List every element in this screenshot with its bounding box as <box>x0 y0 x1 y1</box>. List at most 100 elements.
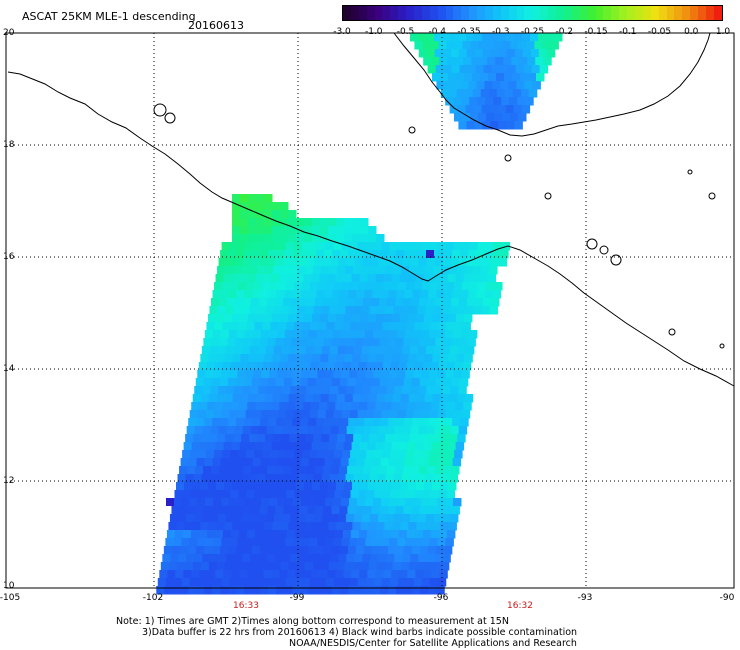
data-cell <box>241 306 250 315</box>
data-cell <box>288 522 297 531</box>
data-cell <box>402 258 412 267</box>
data-cell <box>439 570 448 579</box>
data-cell <box>289 434 298 443</box>
data-cell <box>472 89 482 98</box>
data-cell <box>486 41 495 50</box>
data-cell <box>338 386 347 395</box>
data-cell <box>369 346 379 355</box>
data-cell <box>242 386 251 395</box>
data-cell <box>304 394 314 403</box>
data-cell <box>433 514 443 523</box>
data-cell <box>281 514 291 523</box>
data-cell <box>336 482 345 491</box>
colorbar-swatch <box>437 6 446 20</box>
data-cell <box>240 234 249 243</box>
data-cell <box>453 97 462 106</box>
data-cell <box>157 578 167 587</box>
data-cell <box>165 578 175 587</box>
data-cell <box>332 290 341 299</box>
data-cell <box>282 554 291 563</box>
data-cell <box>422 490 431 499</box>
data-cell <box>487 57 496 66</box>
data-cell <box>277 578 287 587</box>
data-cell <box>407 314 417 323</box>
data-cell <box>225 474 235 483</box>
data-cell <box>516 81 525 90</box>
data-cell <box>274 258 284 267</box>
data-cell <box>175 570 184 579</box>
data-cell <box>484 81 493 90</box>
data-cell <box>220 250 229 259</box>
data-cell <box>408 354 417 363</box>
data-cell <box>454 113 463 122</box>
colorbar <box>342 5 723 21</box>
data-cell <box>201 474 211 483</box>
data-cell <box>246 322 255 331</box>
data-cell <box>479 274 489 283</box>
data-cell <box>350 450 359 459</box>
data-cell <box>318 490 327 499</box>
data-cell <box>489 266 498 275</box>
data-cell <box>257 266 266 275</box>
data-cell <box>374 450 383 459</box>
data-cell <box>397 410 407 419</box>
data-cell <box>263 274 273 283</box>
data-cell <box>208 522 217 531</box>
data-cell <box>362 258 372 267</box>
data-cell <box>404 290 413 299</box>
data-cell <box>408 522 417 531</box>
data-cell <box>249 266 258 275</box>
data-cell <box>389 242 399 251</box>
data-cell <box>300 498 310 507</box>
data-cell <box>255 570 264 579</box>
data-cell <box>267 546 277 555</box>
data-cell <box>285 538 294 547</box>
data-cell <box>416 562 426 571</box>
data-cell <box>219 546 229 555</box>
data-cell <box>393 306 402 315</box>
data-cell <box>214 490 223 499</box>
data-cell <box>280 482 289 491</box>
data-cell <box>205 410 215 419</box>
data-cell <box>197 370 206 379</box>
data-cell <box>245 370 254 379</box>
data-cell <box>262 530 272 539</box>
data-cell <box>370 298 380 307</box>
data-cell <box>405 578 415 587</box>
data-cell <box>415 442 425 451</box>
data-cell <box>267 466 276 475</box>
data-cell <box>227 378 237 387</box>
data-cell <box>318 450 327 459</box>
data-cell <box>210 554 219 563</box>
data-cell <box>284 586 293 595</box>
coastline <box>7 32 735 387</box>
data-cell <box>193 474 203 483</box>
data-cell <box>513 105 523 114</box>
data-cell <box>389 578 399 587</box>
data-cell <box>299 378 309 387</box>
data-cell <box>264 202 273 211</box>
data-cell <box>344 522 353 531</box>
data-cell <box>391 402 400 411</box>
data-cell <box>320 354 329 363</box>
data-cell <box>370 426 380 435</box>
data-cell <box>214 450 223 459</box>
data-cell <box>450 33 459 42</box>
data-cell <box>431 314 441 323</box>
data-cell <box>378 426 388 435</box>
data-cell <box>308 418 317 427</box>
data-cell <box>331 466 340 475</box>
data-cell <box>318 322 327 331</box>
data-cell <box>318 530 328 539</box>
data-cell <box>233 346 243 355</box>
data-cell <box>226 298 236 307</box>
data-cell <box>240 218 249 227</box>
data-cell <box>250 258 260 267</box>
data-cell <box>238 322 247 331</box>
data-cell <box>237 538 246 547</box>
data-cell <box>229 242 239 251</box>
data-cell <box>538 49 548 58</box>
data-cell <box>308 250 317 259</box>
data-cell <box>281 306 290 315</box>
colorbar-swatch <box>382 6 391 20</box>
